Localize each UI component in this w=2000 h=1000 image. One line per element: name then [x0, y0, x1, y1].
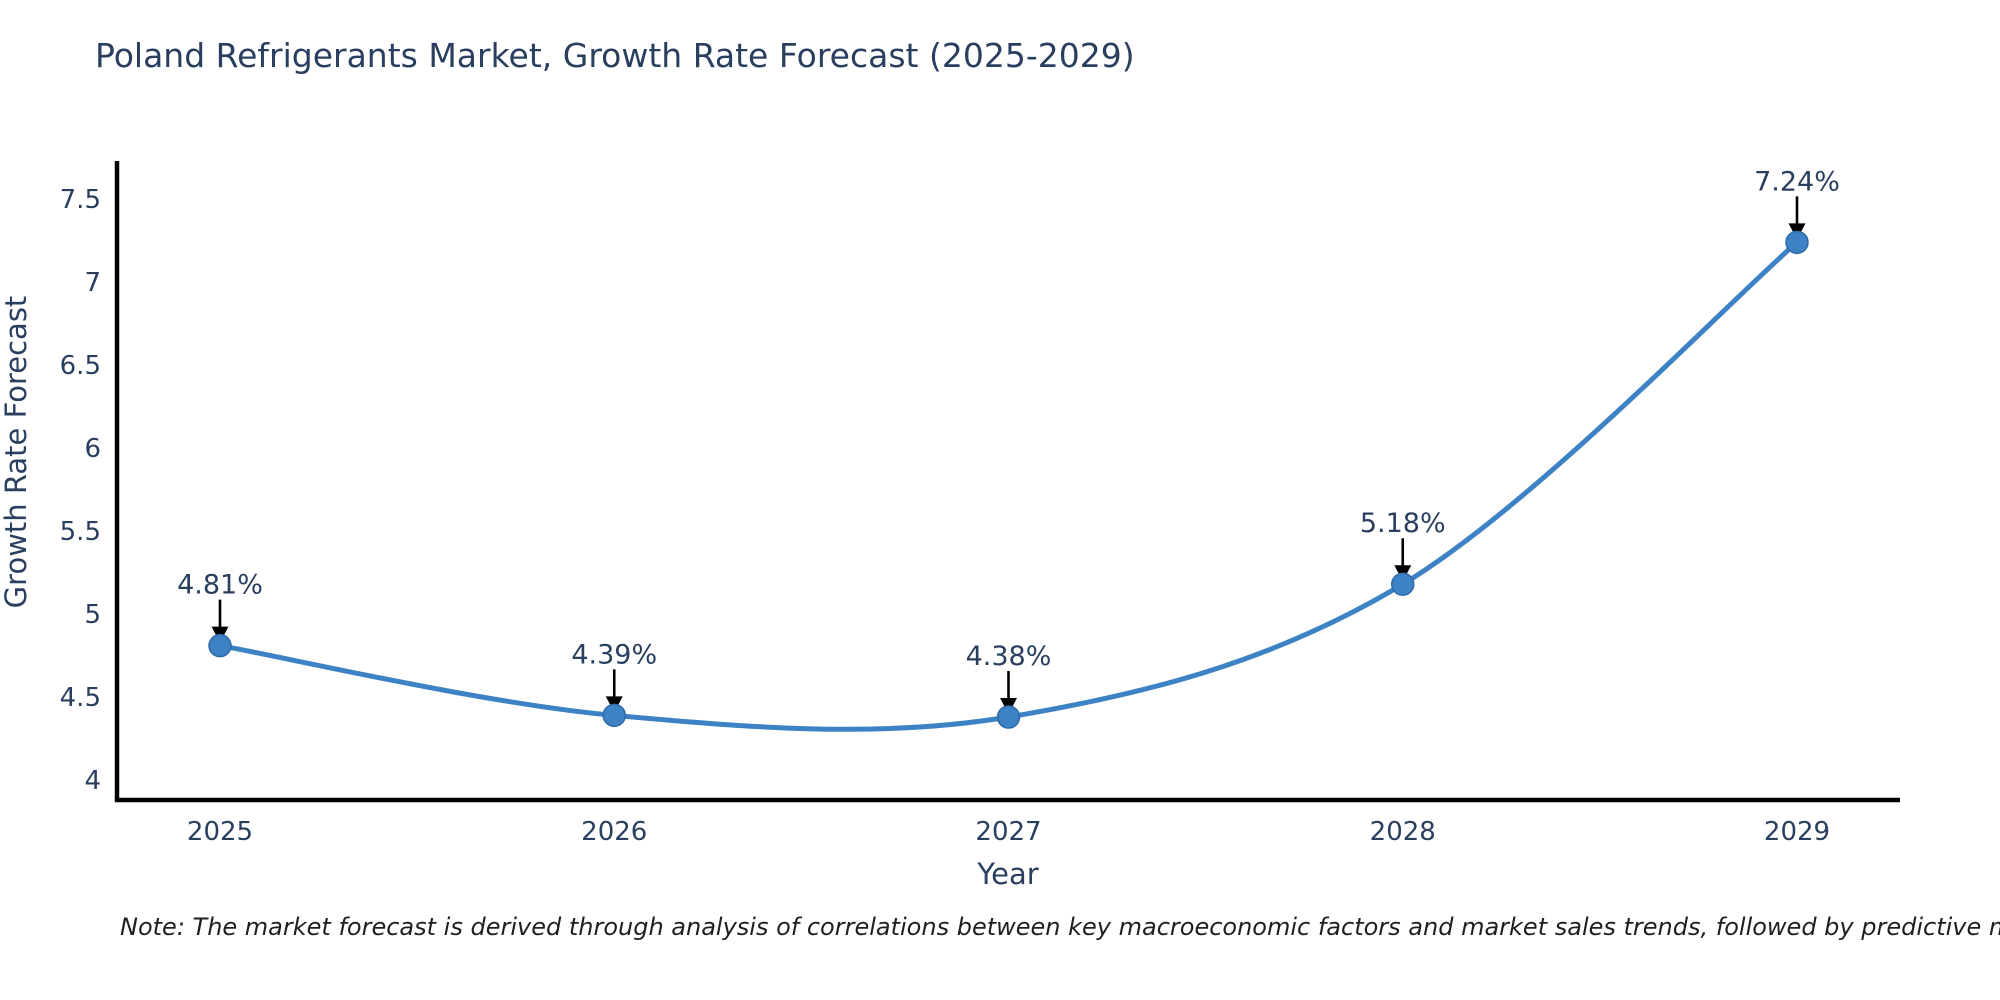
x-tick-label: 2027: [975, 817, 1041, 847]
y-tick-label: 5: [84, 600, 101, 630]
y-tick-label: 6.5: [60, 351, 101, 381]
data-point-label: 4.39%: [571, 639, 657, 670]
x-tick-label: 2025: [187, 817, 253, 847]
footnote: Note: The market forecast is derived thr…: [120, 913, 2000, 941]
x-axis-title: Year: [976, 857, 1038, 891]
x-tick-label: 2026: [581, 817, 647, 847]
x-tick-label: 2029: [1764, 817, 1830, 847]
data-point-label: 4.38%: [966, 641, 1052, 672]
data-point-marker[interactable]: [996, 705, 1021, 729]
y-tick-label: 4.5: [60, 683, 101, 713]
data-point-marker[interactable]: [602, 703, 626, 728]
chart-title: Poland Refrigerants Market, Growth Rate …: [95, 36, 1135, 75]
y-tick-label: 7: [84, 268, 101, 298]
data-point-label: 4.81%: [177, 570, 263, 601]
data-point-marker[interactable]: [1391, 572, 1415, 596]
y-tick-label: 5.5: [60, 517, 101, 547]
data-point-marker[interactable]: [1785, 230, 1809, 255]
y-tick-label: 4: [84, 766, 101, 796]
y-axis-title: Growth Rate Forecast: [0, 296, 33, 609]
data-point-label: 5.18%: [1360, 508, 1446, 539]
data-point-marker[interactable]: [208, 633, 232, 658]
y-tick-label: 7.5: [60, 185, 101, 215]
data-point-label: 7.24%: [1754, 166, 1840, 197]
x-tick-label: 2028: [1370, 817, 1436, 847]
y-tick-label: 6: [84, 434, 101, 464]
